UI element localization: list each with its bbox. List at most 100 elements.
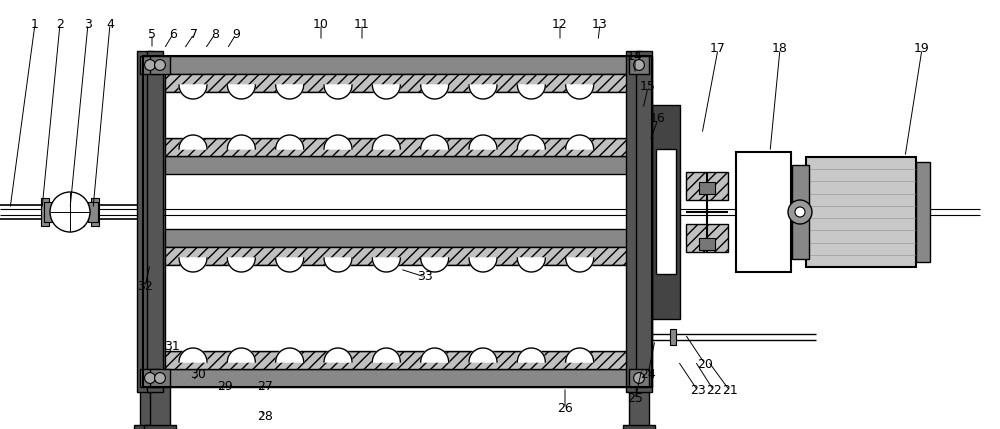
Polygon shape (566, 258, 594, 272)
Polygon shape (566, 85, 594, 99)
Text: 23: 23 (690, 384, 706, 398)
Bar (165, 74, 630, 92)
Polygon shape (469, 348, 497, 362)
Polygon shape (566, 135, 594, 149)
Bar (165, 56, 630, 74)
Bar (629, 369, 649, 387)
Polygon shape (227, 348, 255, 362)
Circle shape (788, 200, 812, 224)
Bar (143, 56, 652, 387)
Text: 13: 13 (592, 18, 608, 30)
Text: 27: 27 (257, 381, 273, 393)
Bar (134, 425, 166, 429)
Bar (137, 51, 153, 392)
Circle shape (155, 373, 165, 384)
Text: 7: 7 (190, 27, 198, 40)
Text: 20: 20 (697, 357, 713, 371)
Polygon shape (469, 258, 497, 272)
Polygon shape (517, 348, 545, 362)
Polygon shape (517, 135, 545, 149)
Text: 24: 24 (640, 368, 656, 381)
Circle shape (155, 60, 165, 70)
Bar (88, 202, 98, 222)
Text: 1: 1 (31, 18, 39, 30)
Bar (76, 198, 84, 226)
Bar (165, 92, 630, 138)
Text: 8: 8 (211, 27, 219, 40)
Polygon shape (179, 258, 207, 272)
Polygon shape (372, 85, 400, 99)
Text: 29: 29 (217, 381, 233, 393)
Bar (806, 157, 916, 267)
Polygon shape (517, 85, 545, 99)
Bar (165, 138, 630, 156)
Text: 18: 18 (772, 42, 788, 55)
Text: 14: 14 (627, 51, 643, 63)
Polygon shape (324, 258, 352, 272)
Polygon shape (517, 258, 545, 272)
Bar (636, 51, 652, 392)
Polygon shape (324, 348, 352, 362)
Polygon shape (372, 258, 400, 272)
Text: 3: 3 (84, 18, 92, 30)
Polygon shape (179, 348, 207, 362)
Bar (792, 165, 809, 259)
Polygon shape (227, 258, 255, 272)
Bar (165, 247, 630, 265)
Polygon shape (276, 85, 304, 99)
Bar (916, 162, 930, 262)
Circle shape (795, 207, 805, 217)
Bar (736, 152, 791, 272)
Bar (652, 105, 680, 319)
Bar (140, 385, 160, 429)
Polygon shape (227, 85, 255, 99)
Polygon shape (372, 135, 400, 149)
Text: 19: 19 (914, 42, 930, 55)
Bar (140, 369, 160, 387)
Circle shape (145, 373, 155, 384)
Text: 26: 26 (557, 402, 573, 416)
Text: 6: 6 (169, 27, 177, 40)
Text: 22: 22 (706, 384, 722, 398)
Bar (150, 385, 170, 429)
Polygon shape (324, 135, 352, 149)
Bar (165, 351, 630, 369)
Bar (699, 238, 715, 250)
Bar (165, 369, 630, 387)
Bar (143, 56, 165, 387)
Bar (56, 198, 64, 226)
Polygon shape (324, 85, 352, 99)
Polygon shape (179, 135, 207, 149)
Text: 16: 16 (650, 112, 666, 126)
Text: 5: 5 (148, 27, 156, 40)
Bar (165, 265, 630, 351)
Polygon shape (276, 348, 304, 362)
Polygon shape (421, 85, 449, 99)
Bar (144, 425, 176, 429)
Polygon shape (421, 348, 449, 362)
Bar (629, 385, 649, 429)
Bar (44, 202, 54, 222)
Text: 32: 32 (137, 281, 153, 293)
Bar (41, 198, 49, 226)
Circle shape (634, 60, 644, 70)
Polygon shape (469, 85, 497, 99)
Bar (147, 51, 163, 392)
Polygon shape (421, 258, 449, 272)
Bar (91, 198, 99, 226)
Polygon shape (179, 85, 207, 99)
Bar (150, 56, 170, 74)
Bar (630, 56, 652, 387)
Polygon shape (566, 348, 594, 362)
Text: 2: 2 (56, 18, 64, 30)
Text: 4: 4 (106, 18, 114, 30)
Text: 11: 11 (354, 18, 370, 30)
Circle shape (634, 373, 644, 384)
Text: 21: 21 (722, 384, 738, 398)
Text: 25: 25 (627, 393, 643, 405)
Text: 12: 12 (552, 18, 568, 30)
Bar (150, 369, 170, 387)
Bar (165, 156, 630, 174)
Text: 30: 30 (190, 368, 206, 381)
Polygon shape (227, 135, 255, 149)
